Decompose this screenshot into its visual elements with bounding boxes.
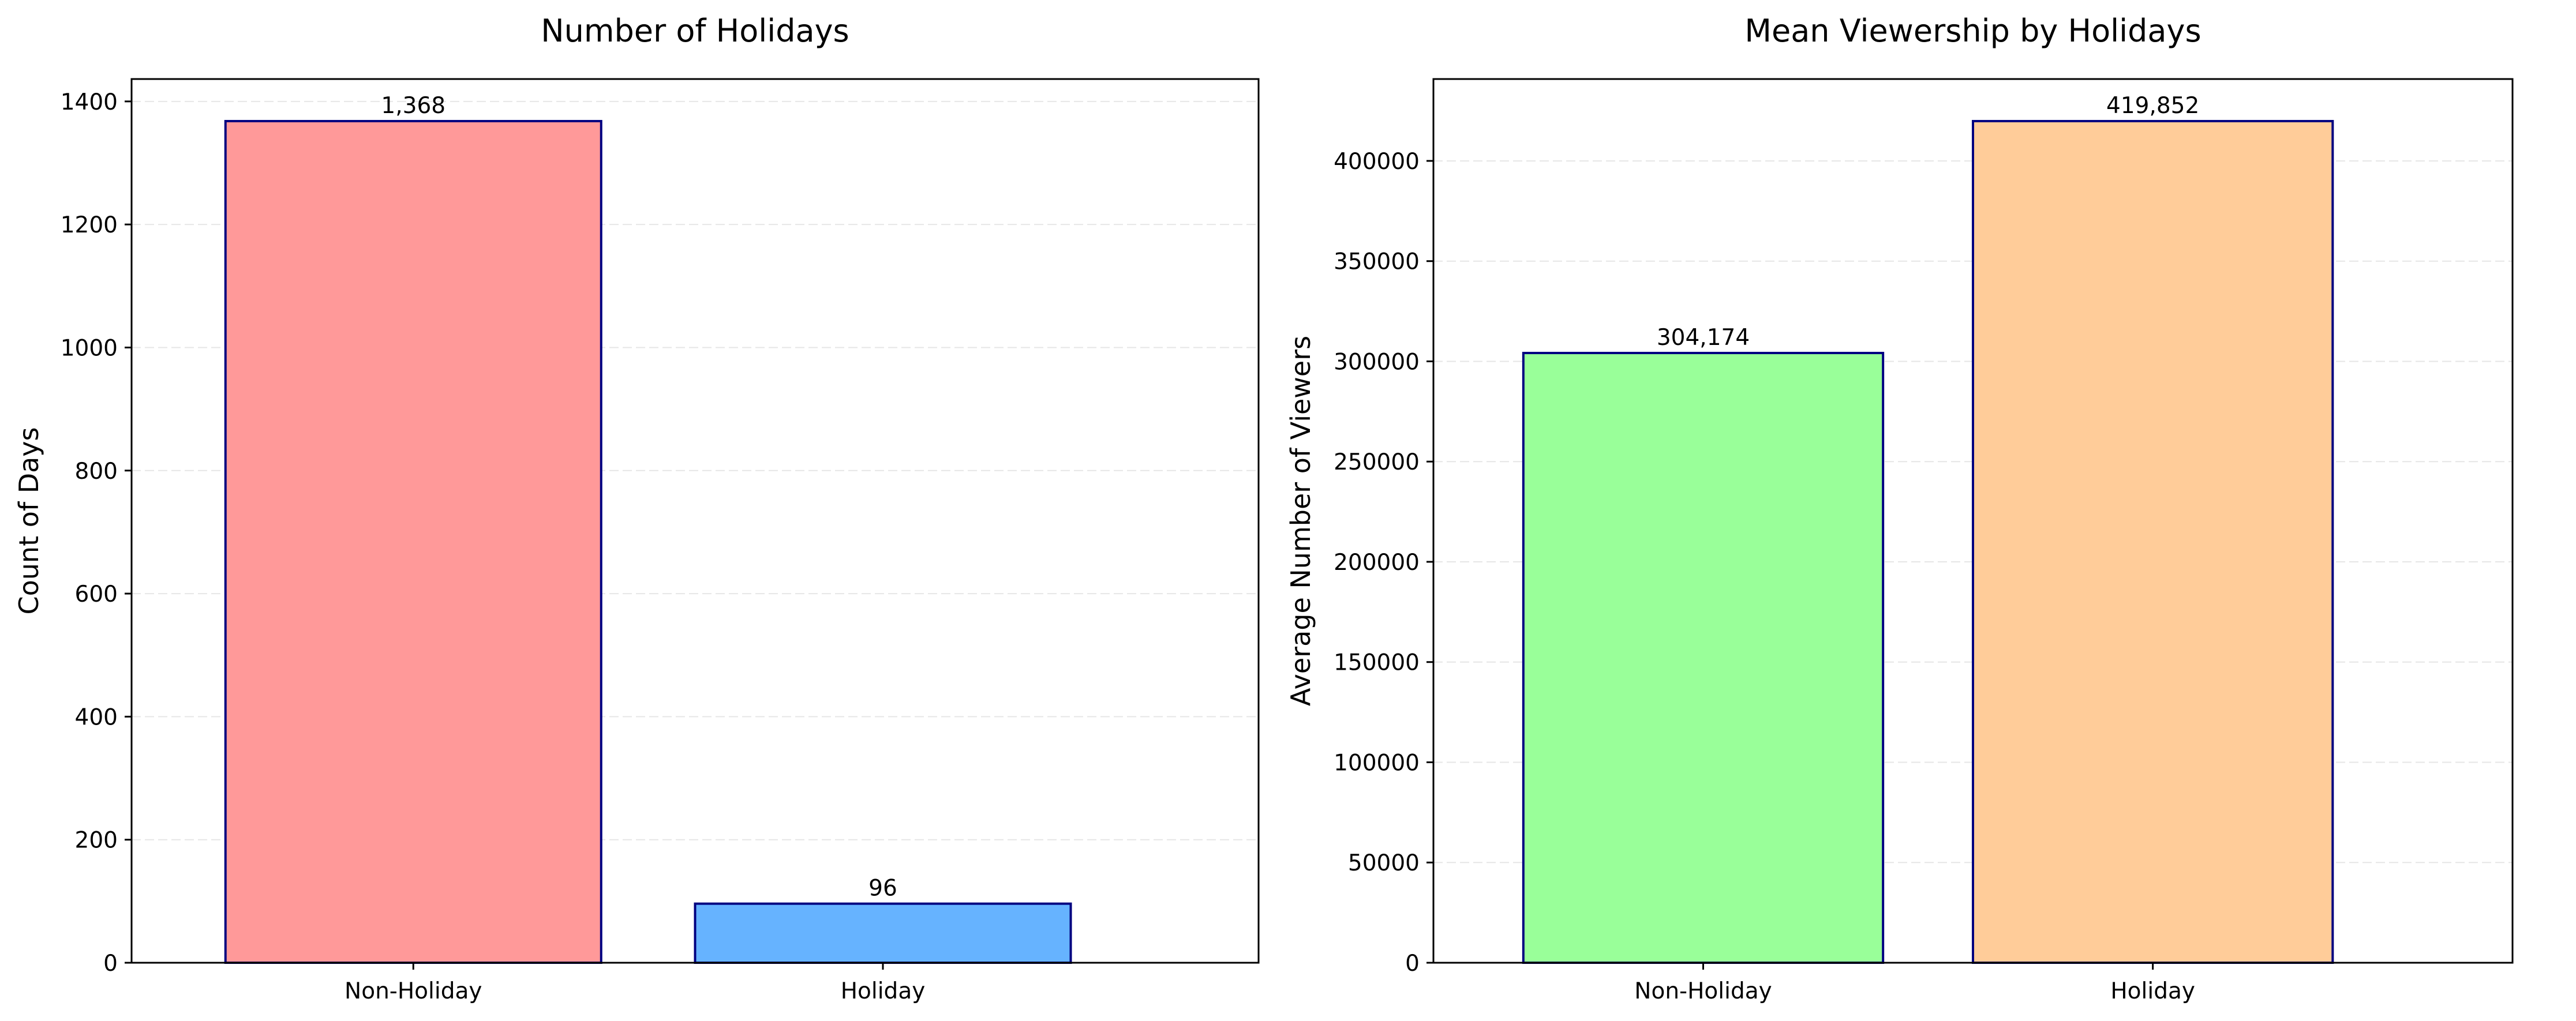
holidays-data-label: 96 (868, 876, 897, 902)
holidays-y-tick-label: 0 (103, 951, 118, 977)
holidays-chart-title: Number of Holidays (541, 13, 849, 49)
holidays-y-tick-label: 800 (75, 459, 118, 485)
holidays-x-tick-label: Non-Holiday (345, 978, 482, 1004)
viewership-plot-frame (1432, 78, 2514, 964)
viewership-y-tick-label: 150000 (1334, 650, 1420, 676)
holidays-x-tick-label: Holiday (841, 978, 926, 1004)
viewership-y-tick-label: 200000 (1334, 550, 1420, 576)
viewership-data-label: 419,852 (2106, 93, 2199, 119)
holidays-y-tick-label: 600 (75, 581, 118, 607)
holidays-y-tick-label: 1000 (61, 335, 118, 361)
viewership-y-tick-label: 350000 (1334, 249, 1420, 275)
viewership-y-tick-label: 0 (1405, 951, 1420, 977)
viewership-y-tick-label: 100000 (1334, 750, 1420, 776)
holidays-count-chart: 1,368 96 0 200 400 600 800 1000 1200 1400 Non-Holi… (13, 13, 1260, 1004)
viewership-bar-non-holiday (1522, 351, 1885, 964)
holidays-data-label: 1,368 (381, 93, 445, 119)
viewership-bar-holiday (1972, 119, 2334, 964)
viewership-y-tick-label: 250000 (1334, 449, 1420, 475)
holidays-bar-non-holiday (224, 119, 602, 964)
holidays-plot-frame (130, 78, 1260, 964)
viewership-y-tick-label: 50000 (1348, 850, 1420, 876)
viewership-x-tick-label: Non-Holiday (1634, 978, 1772, 1004)
holidays-y-tick-label: 1200 (61, 212, 118, 238)
viewership-x-tick-label: Holiday (2110, 978, 2195, 1004)
holidays-y-axis-label: Count of Days (13, 427, 44, 615)
holidays-y-tick-label: 200 (75, 828, 118, 854)
holidays-y-tick-label: 400 (75, 704, 118, 730)
viewership-y-tick-label: 400000 (1334, 149, 1420, 175)
holidays-y-tick-label: 1400 (61, 89, 118, 115)
mean-viewership-chart: 304,174 419,852 0 50000 100000 150000 200000 25… (1285, 13, 2514, 1004)
viewership-chart-title: Mean Viewership by Holidays (1744, 13, 2201, 49)
viewership-y-axis-label: Average Number of Viewers (1285, 336, 1316, 706)
holidays-bar-holiday (694, 902, 1072, 964)
viewership-data-label: 304,174 (1657, 325, 1750, 351)
viewership-y-tick-label: 300000 (1334, 349, 1420, 375)
